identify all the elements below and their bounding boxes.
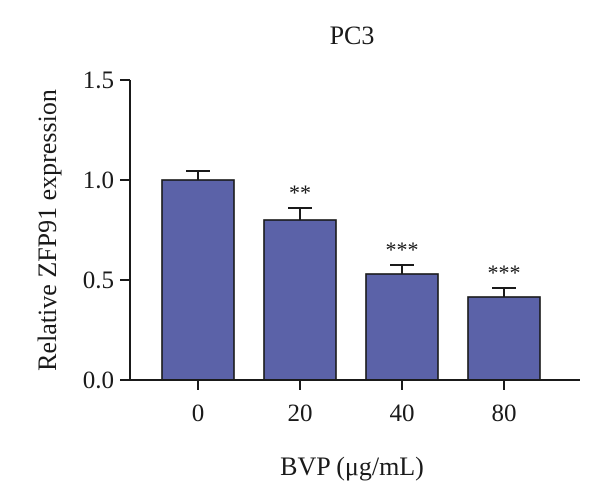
bar bbox=[263, 219, 337, 381]
chart-title: PC3 bbox=[330, 21, 375, 50]
y-tick-label: 1.0 bbox=[83, 167, 114, 194]
x-tick-label: 40 bbox=[390, 400, 415, 427]
x-tick-label: 20 bbox=[288, 400, 313, 427]
significance-label: ** bbox=[289, 180, 311, 205]
bar bbox=[161, 179, 235, 381]
x-ticks-layer: 0 20 40 80 bbox=[192, 380, 517, 427]
y-axis-label: Relative ZFP91 expression bbox=[33, 89, 62, 371]
bars-layer: ******** bbox=[161, 170, 541, 381]
bar bbox=[365, 273, 439, 381]
significance-label: *** bbox=[386, 237, 419, 262]
y-tick-label: 0.5 bbox=[83, 267, 114, 294]
y-tick-label: 0.0 bbox=[83, 367, 114, 394]
y-ticks-layer: 0.0 0.5 1.0 1.5 bbox=[83, 67, 130, 394]
bar bbox=[467, 296, 541, 381]
x-tick-label: 0 bbox=[192, 400, 205, 427]
y-tick-label: 1.5 bbox=[83, 67, 114, 94]
x-axis-label: BVP (μg/mL) bbox=[280, 452, 424, 481]
significance-label: *** bbox=[488, 260, 521, 285]
x-tick-label: 80 bbox=[492, 400, 517, 427]
